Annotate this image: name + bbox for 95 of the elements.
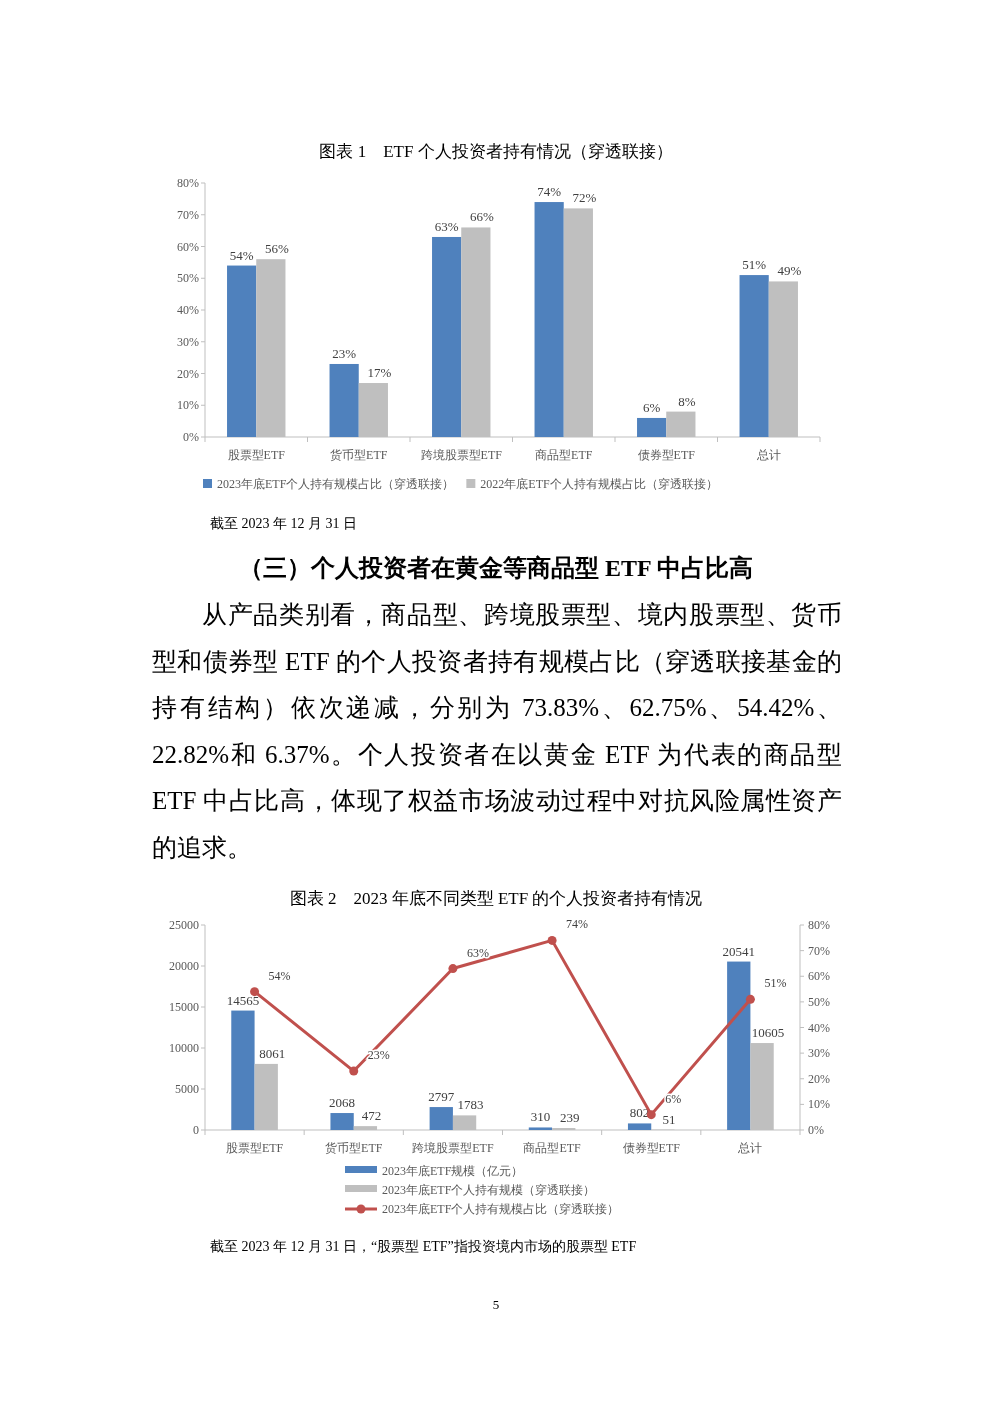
data-label: 63%: [466, 945, 489, 960]
chart-title: 图表 1 ETF 个人投资者持有情况（穿透联接）: [318, 141, 674, 163]
y2-tick-label: 60%: [808, 969, 830, 984]
y-tick-label: 30%: [177, 334, 199, 349]
y-tick-label: 10000: [169, 1041, 199, 1055]
data-label: 1783: [457, 1097, 484, 1113]
y-tick-label: 0: [193, 1123, 199, 1137]
bar: [227, 265, 257, 437]
y2-tick-label: 20%: [808, 1071, 830, 1086]
chart-title: 图表 2 2023 年底不同类型 ETF 的个人投资者持有情况: [288, 888, 704, 910]
point: [745, 994, 755, 1004]
point: [448, 964, 458, 974]
data-label: 6%: [665, 1091, 682, 1106]
data-label: 20541: [722, 943, 756, 959]
bar: [528, 1127, 553, 1130]
data-label: 8061: [259, 1045, 286, 1061]
y2-tick-label: 70%: [808, 943, 830, 958]
y-tick-label: 50%: [177, 271, 199, 286]
data-label: 54%: [229, 247, 254, 263]
data-label: 6%: [642, 399, 661, 415]
data-label: 802: [629, 1105, 650, 1121]
bar: [534, 202, 564, 437]
legend-label: 2023年底ETF个人持有规模占比（穿透联接）: [382, 1202, 620, 1216]
data-label: 472: [361, 1108, 382, 1124]
data-label: 54%: [268, 968, 291, 983]
x-tick-label: 跨境股票型ETF: [412, 1141, 494, 1155]
y2-tick-label: 0%: [808, 1123, 824, 1137]
data-label: 2068: [329, 1095, 356, 1111]
data-label: 51: [662, 1111, 676, 1127]
y-tick-label: 5000: [175, 1082, 199, 1096]
y-tick-label: 15000: [169, 1000, 199, 1014]
data-label: 51%: [764, 976, 787, 991]
y2-tick-label: 40%: [808, 1020, 830, 1035]
data-label: 74%: [537, 184, 562, 200]
legend-label: 2023年底ETF个人持有规模占比（穿透联接）: [217, 477, 455, 491]
point: [547, 935, 557, 945]
bar: [429, 1107, 453, 1130]
x-tick-label: 商品型ETF: [535, 448, 593, 462]
y-tick-label: 60%: [177, 239, 199, 254]
y2-tick-label: 80%: [808, 918, 830, 932]
data-label: 2797: [428, 1089, 455, 1105]
y-tick-label: 0%: [183, 430, 199, 444]
text: 5: [491, 1297, 501, 1313]
point: [250, 987, 260, 997]
bar: [329, 363, 359, 437]
data-label: 23%: [332, 345, 357, 361]
data-label: 72%: [572, 190, 597, 206]
data-label: 56%: [264, 241, 289, 257]
x-tick-label: 股票型ETF: [227, 448, 286, 462]
x-tick-label: 总计: [755, 448, 781, 462]
bar: [231, 1010, 255, 1130]
data-label: 310: [530, 1109, 551, 1125]
text: 截至 2023 年 12 月 31 日，“股票型 ETF”指投资境内市场的股票型 ETF: [210, 1238, 637, 1256]
y2-tick-label: 30%: [808, 1046, 830, 1061]
y2-tick-label: 50%: [808, 994, 830, 1009]
data-label: 66%: [469, 209, 494, 225]
y-tick-label: 10%: [177, 398, 199, 413]
data-label: 49%: [777, 263, 802, 279]
data-label: 51%: [742, 257, 767, 273]
bar: [637, 417, 667, 437]
data-label: 8%: [678, 393, 696, 409]
bar: [627, 1123, 652, 1130]
data-label: 239: [559, 1110, 580, 1126]
text: （三）个人投资者在黄金等商品型 ETF 中占比高: [238, 554, 754, 583]
y2-tick-label: 10%: [808, 1097, 830, 1112]
x-tick-label: 债券型ETF: [637, 448, 696, 462]
bar: [727, 961, 751, 1130]
data-label: 10605: [751, 1025, 785, 1041]
data-label: 17%: [367, 365, 392, 381]
y-tick-label: 25000: [169, 918, 199, 932]
text: 截至 2023 年 12 月 31 日: [210, 515, 357, 533]
legend-label: 2023年底ETF规模（亿元）: [382, 1164, 524, 1178]
y-tick-label: 20%: [177, 366, 199, 381]
data-label: 63%: [434, 218, 459, 234]
x-tick-label: 货币型ETF: [325, 1141, 383, 1155]
legend-label: 2022年底ETF个人持有规模占比（穿透联接）: [480, 477, 718, 491]
data-label: 74%: [566, 917, 589, 932]
y-tick-label: 20000: [169, 959, 199, 973]
y-tick-label: 40%: [177, 303, 199, 317]
data-label: 23%: [367, 1048, 390, 1063]
x-tick-label: 总计: [737, 1141, 763, 1155]
bar: [432, 236, 462, 437]
y-tick-label: 80%: [177, 176, 199, 190]
x-tick-label: 股票型ETF: [225, 1141, 284, 1155]
legend-label: 2023年底ETF个人持有规模（穿透联接）: [382, 1183, 596, 1197]
bar: [739, 275, 769, 437]
x-tick-label: 债券型ETF: [622, 1141, 681, 1155]
x-tick-label: 货币型ETF: [330, 448, 388, 462]
y-tick-label: 70%: [177, 207, 199, 222]
text: 从产品类别看，商品型、跨境股票型、境内股票型、货币型和债券型 ETF 的个人投资者持有规模占比（穿透联接基金的持有结构）依次递减，分别为 73.83%、62.75%、54.42%、22.82%和 6.37%。个人投资者在以黄金 ETF 为代表的商品型 ETF 中占比高，体现了权益市场波动过程中对抗风险属性资产的追求。: [152, 600, 842, 863]
bar: [330, 1113, 354, 1130]
point: [349, 1066, 359, 1076]
x-tick-label: 商品型ETF: [523, 1141, 582, 1155]
data-label: 14565: [226, 992, 260, 1008]
x-tick-label: 跨境股票型ETF: [420, 448, 503, 462]
